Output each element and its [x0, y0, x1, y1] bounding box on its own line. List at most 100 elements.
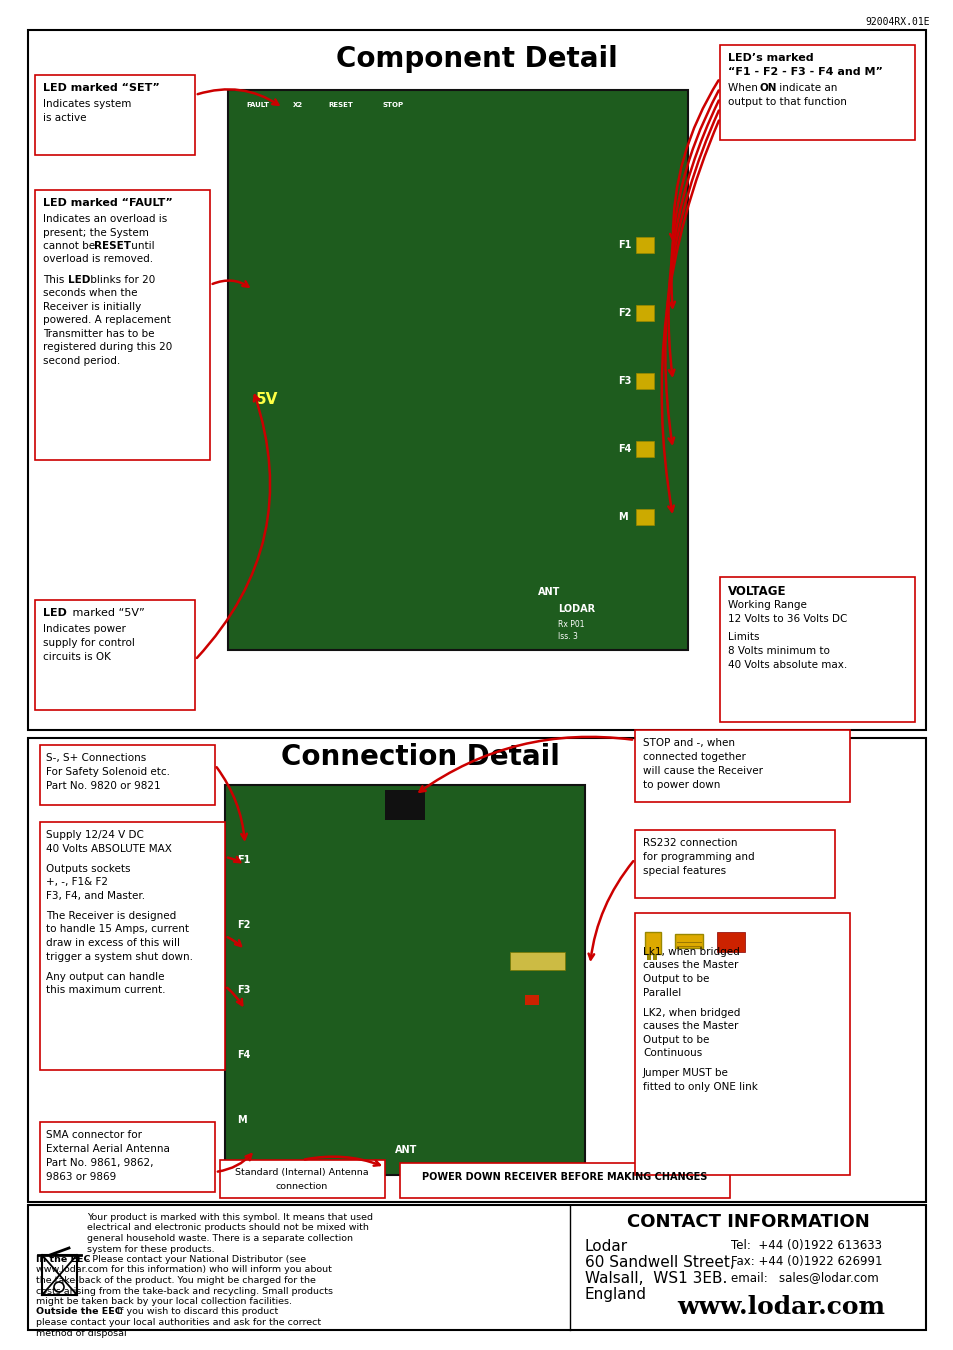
Text: is active: is active	[43, 113, 87, 123]
Text: +, -, F1& F2: +, -, F1& F2	[46, 878, 108, 887]
Text: RESET: RESET	[328, 103, 353, 108]
Text: SMA connector for: SMA connector for	[46, 1130, 142, 1139]
Text: Lk1, when bridged: Lk1, when bridged	[642, 946, 739, 957]
Text: might be taken back by your local collection facilities.: might be taken back by your local collec…	[36, 1297, 292, 1305]
Bar	[399, 1162, 729, 1197]
Text: Transmitter has to be: Transmitter has to be	[43, 329, 154, 339]
Text: causes the Master: causes the Master	[642, 1021, 738, 1031]
Bar	[524, 995, 538, 1004]
Bar	[220, 1160, 385, 1197]
Text: FAULT: FAULT	[246, 103, 269, 108]
Text: fitted to only ONE link: fitted to only ONE link	[642, 1081, 757, 1092]
Text: email:   sales@lodar.com: email: sales@lodar.com	[730, 1270, 878, 1284]
Text: second period.: second period.	[43, 356, 120, 366]
Text: until: until	[128, 242, 154, 251]
Text: ON: ON	[760, 82, 777, 93]
Text: CONTACT INFORMATION: CONTACT INFORMATION	[626, 1214, 868, 1231]
Text: Lodar: Lodar	[584, 1239, 627, 1254]
Text: The Receiver is designed: The Receiver is designed	[46, 911, 176, 921]
Bar	[510, 952, 564, 971]
Text: system for these products.: system for these products.	[87, 1245, 214, 1254]
Text: registered during this 20: registered during this 20	[43, 343, 172, 352]
Bar	[644, 931, 660, 954]
Bar	[720, 576, 914, 722]
Text: Part No. 9861, 9862,: Part No. 9861, 9862,	[46, 1158, 153, 1168]
Text: 8 Volts minimum to: 8 Volts minimum to	[727, 647, 829, 656]
Bar	[635, 913, 849, 1174]
Bar	[635, 830, 834, 898]
Text: Output to be: Output to be	[642, 1034, 709, 1045]
Text: Indicates power: Indicates power	[43, 624, 126, 634]
Text: Rx P01: Rx P01	[558, 620, 584, 629]
Text: Outputs sockets: Outputs sockets	[46, 864, 131, 873]
Text: LED: LED	[43, 608, 67, 618]
Text: Supply 12/24 V DC: Supply 12/24 V DC	[46, 830, 144, 840]
Text: Standard (Internal) Antenna: Standard (Internal) Antenna	[235, 1168, 369, 1177]
Bar	[636, 305, 654, 321]
Text: seconds when the: seconds when the	[43, 289, 137, 298]
Text: Part No. 9820 or 9821: Part No. 9820 or 9821	[46, 782, 160, 791]
Text: method of disposal: method of disposal	[36, 1328, 127, 1338]
Bar	[28, 30, 925, 730]
Text: overload is removed.: overload is removed.	[43, 255, 153, 265]
Text: F4: F4	[618, 444, 631, 454]
Text: Parallel: Parallel	[642, 987, 680, 998]
Text: In the EEC: In the EEC	[36, 1256, 91, 1264]
Text: costs arising from the take-back and recycling. Small products: costs arising from the take-back and rec…	[36, 1287, 333, 1296]
Text: Iss. 3: Iss. 3	[558, 632, 578, 641]
Text: 5V: 5V	[255, 393, 278, 408]
Text: LK2, when bridged: LK2, when bridged	[642, 1007, 740, 1018]
Text: trigger a system shut down.: trigger a system shut down.	[46, 952, 193, 961]
Bar	[40, 822, 225, 1071]
Text: - Please contact your National Distributor (see: - Please contact your National Distribut…	[83, 1256, 306, 1264]
Text: “F1 - F2 - F3 - F4 and M”: “F1 - F2 - F3 - F4 and M”	[727, 68, 882, 77]
Text: for programming and: for programming and	[642, 852, 754, 863]
Text: STOP: STOP	[382, 103, 404, 108]
Text: supply for control: supply for control	[43, 639, 134, 648]
Text: F2: F2	[618, 308, 631, 319]
Text: Output to be: Output to be	[642, 973, 709, 984]
Bar	[636, 441, 654, 458]
Text: Jumper MUST be: Jumper MUST be	[642, 1068, 728, 1079]
Text: 40 Volts ABSOLUTE MAX: 40 Volts ABSOLUTE MAX	[46, 844, 172, 853]
Text: RESET: RESET	[94, 242, 131, 251]
Text: circuits is OK: circuits is OK	[43, 652, 111, 662]
Text: connection: connection	[275, 1183, 328, 1191]
Circle shape	[54, 1282, 64, 1292]
Bar	[652, 954, 657, 960]
Text: F1: F1	[618, 240, 631, 250]
Text: please contact your local authorities and ask for the correct: please contact your local authorities an…	[36, 1318, 321, 1327]
Text: - If you wish to discard this product: - If you wish to discard this product	[108, 1308, 278, 1316]
Text: Walsall,  WS1 3EB.: Walsall, WS1 3EB.	[584, 1270, 726, 1287]
Bar	[35, 599, 194, 710]
Text: STOP and -, when: STOP and -, when	[642, 738, 734, 748]
Text: cannot be: cannot be	[43, 242, 98, 251]
Text: Working Range: Working Range	[727, 599, 806, 610]
Text: LED marked “FAULT”: LED marked “FAULT”	[43, 198, 172, 208]
Bar	[40, 1122, 214, 1192]
Text: causes the Master: causes the Master	[642, 960, 738, 971]
Text: LED marked “SET”: LED marked “SET”	[43, 82, 159, 93]
Text: ANT: ANT	[537, 587, 559, 597]
Text: When: When	[727, 82, 760, 93]
Bar	[225, 784, 584, 1174]
Text: F2: F2	[236, 919, 250, 930]
Text: Indicates system: Indicates system	[43, 99, 132, 109]
Bar	[675, 934, 702, 948]
Bar	[636, 509, 654, 525]
Bar	[35, 190, 210, 460]
Text: VOLTAGE: VOLTAGE	[727, 585, 785, 598]
Text: to power down: to power down	[642, 780, 720, 790]
Text: England: England	[584, 1287, 646, 1301]
Text: 9863 or 9869: 9863 or 9869	[46, 1172, 116, 1183]
Text: LODAR: LODAR	[558, 603, 595, 614]
Text: www.lodar.com for this information) who will inform you about: www.lodar.com for this information) who …	[36, 1265, 332, 1274]
Text: Receiver is initially: Receiver is initially	[43, 302, 141, 312]
Bar	[385, 790, 424, 819]
Text: 40 Volts absolute max.: 40 Volts absolute max.	[727, 660, 846, 670]
Text: For Safety Solenoid etc.: For Safety Solenoid etc.	[46, 767, 170, 778]
Text: marked “5V”: marked “5V”	[69, 608, 145, 618]
Text: F3: F3	[618, 377, 631, 386]
Text: connected together: connected together	[642, 752, 745, 761]
Text: M: M	[618, 512, 627, 522]
